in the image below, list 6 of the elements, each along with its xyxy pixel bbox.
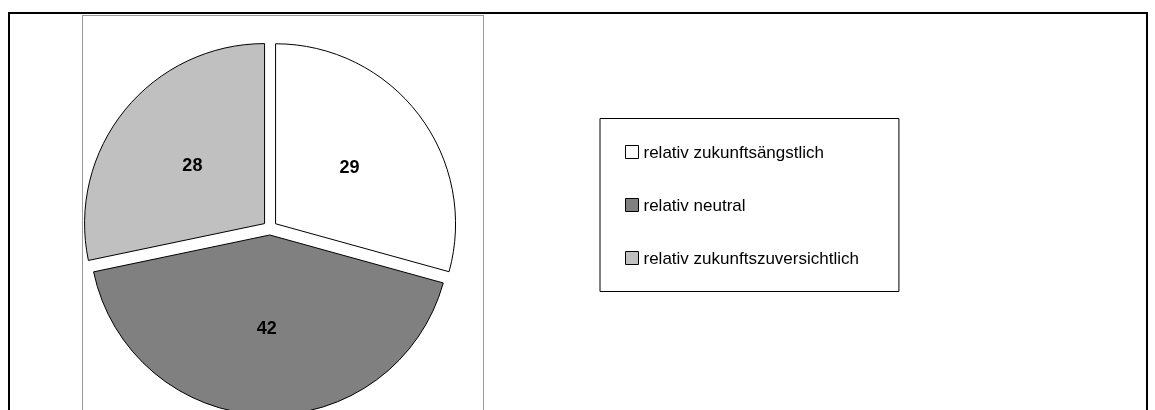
legend-label: relativ neutral xyxy=(643,195,746,215)
data-label: 42 xyxy=(256,317,277,338)
legend-label: relativ zukunftsängstlich xyxy=(643,142,824,162)
data-label: 28 xyxy=(182,154,203,175)
data-label: 29 xyxy=(339,157,360,178)
legend-label: relativ zukunftszuversichtlich xyxy=(643,248,859,268)
